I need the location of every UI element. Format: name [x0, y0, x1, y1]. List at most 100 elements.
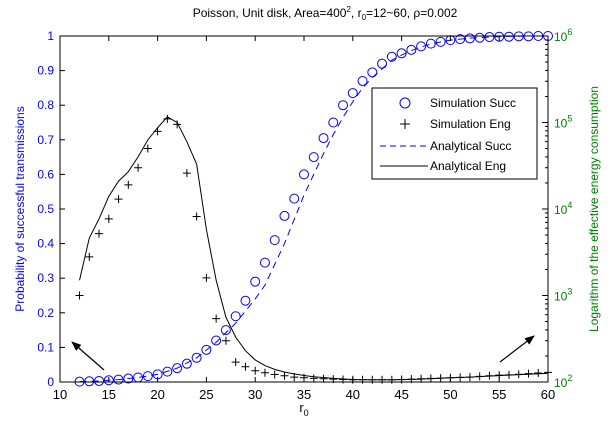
title-suffix: =12~60, ρ=0.002 — [366, 6, 458, 20]
data-point-simulation-eng — [114, 195, 123, 204]
x-tick-label: 50 — [443, 387, 457, 402]
arrow-to-left-axis — [71, 341, 105, 371]
y-tick-label-left: 0.3 — [37, 271, 54, 285]
data-point-simulation-succ — [230, 311, 241, 322]
x-tick-label: 15 — [102, 387, 116, 402]
data-point-simulation-eng — [143, 144, 152, 153]
data-point-simulation-succ — [142, 371, 153, 382]
data-point-simulation-succ — [464, 33, 475, 44]
data-point-simulation-succ — [503, 31, 514, 42]
title-area-exponent: 2 — [346, 5, 351, 14]
data-point-simulation-eng — [75, 291, 84, 300]
data-point-simulation-eng — [202, 273, 211, 282]
data-point-simulation-eng — [319, 374, 328, 383]
data-point-simulation-succ — [269, 235, 280, 246]
x-tick-label: 40 — [346, 387, 360, 402]
legend-label-analytical-eng: Analytical Eng — [430, 159, 506, 173]
legend-label-simulation-eng: Simulation Eng — [430, 117, 511, 131]
data-point-simulation-eng — [241, 362, 250, 371]
data-point-simulation-succ — [250, 276, 261, 287]
y-tick-label-left: 0.1 — [37, 340, 54, 354]
data-point-simulation-eng — [85, 252, 94, 261]
x-axis-label: r0 — [299, 400, 308, 418]
data-point-simulation-succ — [162, 366, 173, 377]
data-point-simulation-succ — [328, 117, 339, 128]
y-tick-label-left: 0.8 — [37, 98, 54, 112]
data-point-simulation-eng — [212, 314, 221, 323]
y-axis-label-right: Logarithm of the effective energy consum… — [587, 86, 601, 332]
legend-marker-simulation-succ — [399, 97, 411, 109]
x-tick-label: 45 — [394, 387, 408, 402]
data-point-simulation-succ — [367, 67, 378, 78]
legend-marker-simulation-eng — [400, 119, 410, 129]
x-axis-label-subscript: 0 — [304, 408, 309, 418]
legend-label-simulation-succ: Simulation Succ — [430, 96, 516, 110]
data-point-simulation-eng — [251, 366, 260, 375]
title-prefix: Poisson, Unit disk, Area=400 — [193, 6, 347, 20]
legend: Simulation Succ Simulation Eng Analytica… — [371, 87, 538, 180]
y-tick-label-left: 0.9 — [37, 64, 54, 78]
y-tick-label-left: 0.2 — [37, 306, 54, 320]
data-point-simulation-succ — [347, 88, 358, 99]
plot-area — [74, 31, 553, 387]
data-point-simulation-eng — [182, 169, 191, 178]
y-tick-label-right: 104 — [554, 200, 572, 217]
arrow-to-right-axis — [499, 335, 535, 363]
data-point-simulation-succ — [318, 133, 329, 144]
axis-ticks: 10 15 20 25 30 35 40 45 50 55 60 0 0.1 0.2 0.3 0.4 0.5 0.… — [37, 27, 572, 402]
data-point-simulation-succ — [279, 210, 290, 221]
data-point-simulation-succ — [308, 152, 319, 163]
data-point-simulation-succ — [289, 193, 300, 204]
legend-label-analytical-succ: Analytical Succ — [430, 139, 511, 153]
y-tick-label-left: 0.5 — [37, 202, 54, 216]
x-tick-label: 10 — [53, 387, 67, 402]
y-axis-label-left: Probability of successful transmissions — [13, 106, 27, 311]
data-point-simulation-eng — [173, 120, 182, 129]
data-point-simulation-succ — [435, 36, 446, 47]
y-tick-label-left: 1 — [47, 29, 54, 43]
data-point-simulation-succ — [406, 44, 417, 55]
x-tick-label: 35 — [297, 387, 311, 402]
data-point-simulation-succ — [259, 257, 270, 268]
y-tick-label-left: 0 — [47, 375, 54, 389]
data-point-simulation-succ — [416, 41, 427, 52]
title-r-subscript: 0 — [362, 13, 367, 22]
data-point-simulation-succ — [240, 295, 251, 306]
data-point-simulation-eng — [534, 369, 543, 378]
x-axis-label-main: r — [299, 400, 304, 415]
y-tick-label-right: 103 — [554, 287, 572, 304]
y-tick-label-right: 102 — [554, 373, 572, 390]
data-point-simulation-succ — [113, 374, 124, 385]
data-point-simulation-succ — [425, 38, 436, 49]
data-point-simulation-eng — [134, 163, 143, 172]
data-point-simulation-eng — [124, 180, 133, 189]
y-tick-label-right: 106 — [554, 27, 572, 44]
x-tick-label: 60 — [541, 387, 555, 402]
data-point-simulation-succ — [386, 51, 397, 62]
data-point-simulation-eng — [95, 229, 104, 238]
data-point-simulation-succ — [172, 363, 183, 374]
data-point-simulation-succ — [299, 169, 309, 180]
data-point-simulation-eng — [104, 214, 113, 223]
y-tick-label-left: 0.6 — [37, 167, 54, 181]
data-point-simulation-eng — [270, 370, 279, 379]
data-point-simulation-succ — [181, 358, 192, 369]
x-tick-label: 30 — [248, 387, 262, 402]
data-point-simulation-succ — [377, 58, 388, 69]
x-tick-label: 55 — [492, 387, 506, 402]
legend-box — [371, 87, 538, 180]
data-point-simulation-eng — [280, 371, 289, 380]
y-tick-label-right: 105 — [554, 114, 572, 131]
data-point-simulation-eng — [221, 336, 230, 345]
data-point-simulation-eng — [309, 374, 318, 383]
x-tick-label: 20 — [150, 387, 164, 402]
data-point-simulation-succ — [357, 75, 368, 86]
y-tick-label-left: 0.4 — [37, 237, 54, 251]
title-r-part: , r — [351, 6, 362, 20]
series-line-analytical-eng — [79, 116, 549, 381]
data-point-simulation-succ — [211, 335, 222, 346]
y-tick-label-left: 0.7 — [37, 133, 54, 147]
data-point-simulation-eng — [231, 358, 240, 367]
